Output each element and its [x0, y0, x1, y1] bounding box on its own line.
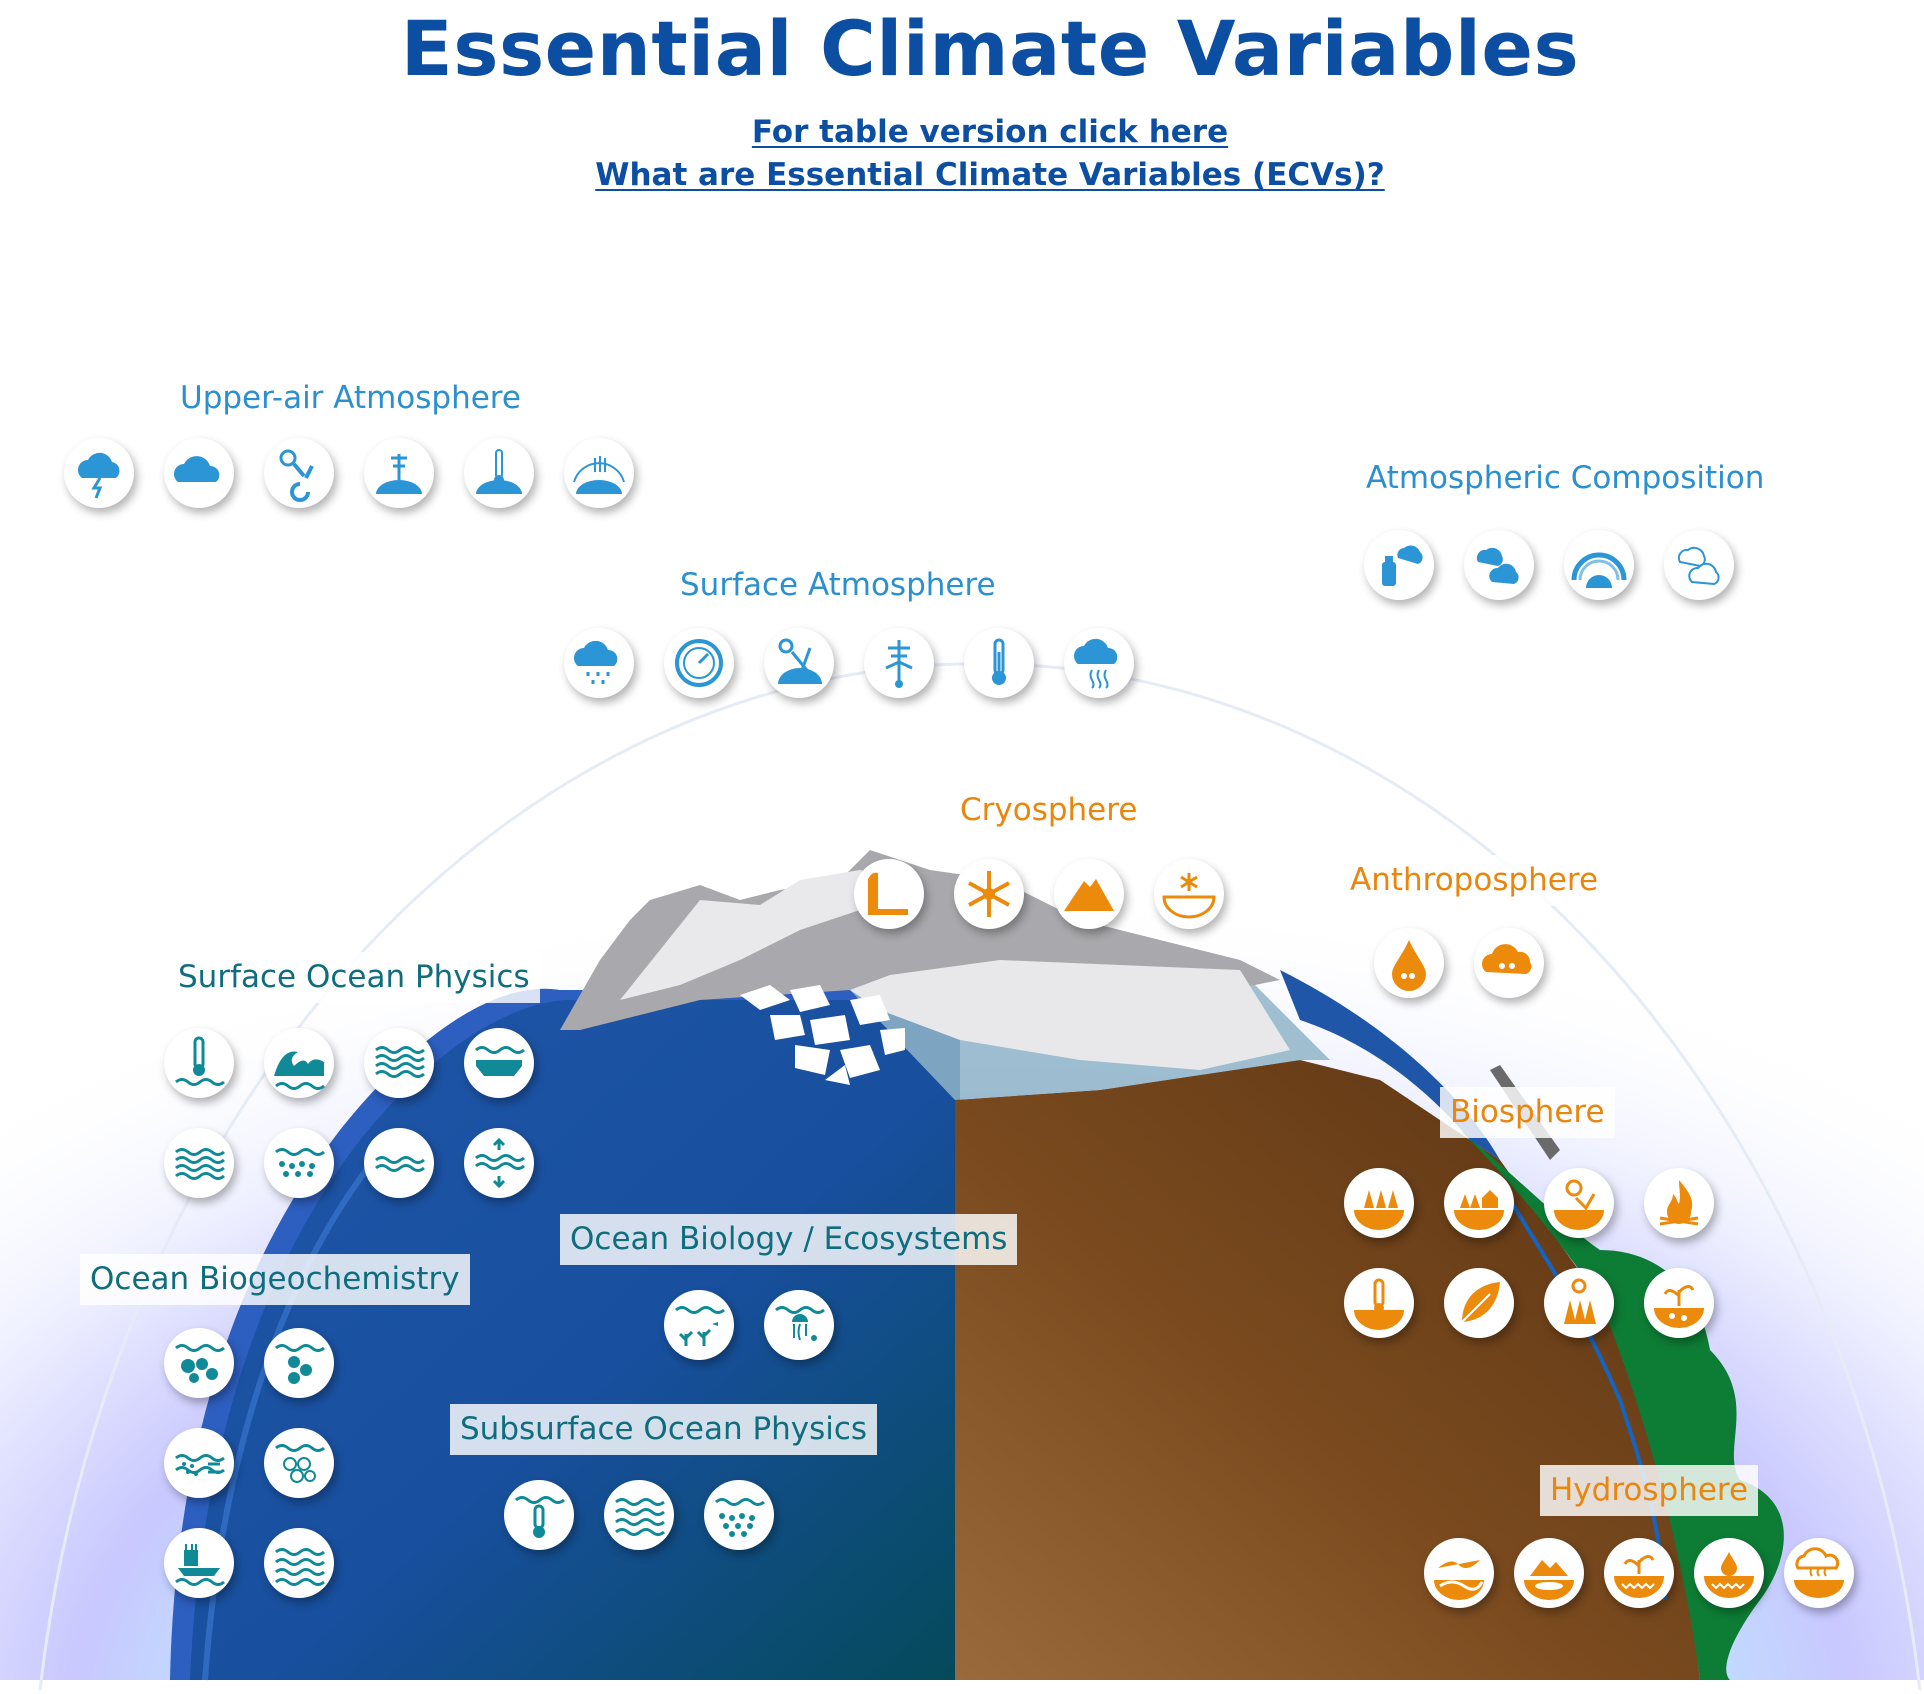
plankton-icon[interactable] [764, 1290, 834, 1360]
category-cryosphere: Cryosphere [950, 785, 1148, 837]
sea-surface-salinity-icon[interactable] [264, 1128, 334, 1198]
category-ocean-biology-ecosystems: Ocean Biology / Ecosystems [560, 1214, 1018, 1266]
leaf-area-index-icon[interactable] [1444, 1268, 1514, 1338]
fapar-icon[interactable] [1544, 1268, 1614, 1338]
oxygen-icon[interactable] [264, 1328, 334, 1398]
ocean-colour-icon[interactable] [264, 1528, 334, 1598]
lakes-icon[interactable] [1514, 1538, 1584, 1608]
heat-flux-icon[interactable] [464, 1128, 534, 1198]
marine-habitat-icon[interactable] [664, 1290, 734, 1360]
category-surface-atmosphere: Surface Atmosphere [680, 567, 996, 603]
snowflake-icon[interactable] [954, 859, 1024, 929]
soil-carbon-icon[interactable] [1644, 1268, 1714, 1338]
evaporation-icon[interactable] [1784, 1538, 1854, 1608]
sea-ice-icon[interactable] [464, 1028, 534, 1098]
category-subsurface-ocean-physics: Subsurface Ocean Physics [450, 1404, 878, 1456]
category-biosphere: Biosphere [1440, 1087, 1615, 1139]
inorganic-carbon-icon[interactable] [164, 1328, 234, 1398]
category-ocean-biogeochemistry: Ocean Biogeochemistry [80, 1254, 470, 1306]
ecv-info-link[interactable]: What are Essential Climate Variables (EC… [0, 157, 1924, 193]
subsurface-currents-icon[interactable] [604, 1480, 674, 1550]
surface-radiation-icon[interactable] [764, 628, 834, 698]
thermometer-icon[interactable] [964, 628, 1034, 698]
table-version-link[interactable]: For table version click here [0, 114, 1924, 150]
above-ground-biomass-icon[interactable] [1344, 1168, 1414, 1238]
category-upper-air-atmosphere: Upper-air Atmosphere [180, 380, 521, 416]
nitrous-oxide-icon[interactable] [264, 1428, 334, 1498]
lightning-cloud-icon[interactable] [64, 438, 134, 508]
upper-temperature-icon[interactable] [464, 438, 534, 508]
aerosol-spray-icon[interactable] [1364, 530, 1434, 600]
nutrients-icon[interactable] [164, 1428, 234, 1498]
surface-stress-icon[interactable] [164, 1128, 234, 1198]
cloud-icon[interactable] [164, 438, 234, 508]
ecv-info-link-text[interactable]: What are Essential Climate Variables (EC… [595, 157, 1385, 193]
soil-moisture-icon[interactable] [1694, 1538, 1764, 1608]
category-surface-ocean-physics: Surface Ocean Physics [168, 952, 540, 1004]
ghg-fluxes-icon[interactable] [1474, 928, 1544, 998]
groundwater-icon[interactable] [1604, 1538, 1674, 1608]
albedo-icon[interactable] [1544, 1168, 1614, 1238]
greenhouse-gas-cloud-icon[interactable] [1464, 530, 1534, 600]
water-vapour-icon[interactable] [1064, 628, 1134, 698]
subsurface-salinity-icon[interactable] [704, 1480, 774, 1550]
land-cover-icon[interactable] [1444, 1168, 1514, 1238]
table-version-link-text[interactable]: For table version click here [751, 114, 1229, 150]
surface-currents-icon[interactable] [364, 1028, 434, 1098]
ice-sheet-icon[interactable] [1054, 859, 1124, 929]
transient-tracers-icon[interactable] [164, 1528, 234, 1598]
earth-radiation-budget-icon[interactable] [564, 438, 634, 508]
category-atmospheric-composition: Atmospheric Composition [1366, 460, 1765, 496]
upper-wind-icon[interactable] [364, 438, 434, 508]
glacier-icon[interactable] [854, 859, 924, 929]
water-use-icon[interactable] [1374, 928, 1444, 998]
wind-vane-icon[interactable] [864, 628, 934, 698]
fire-icon[interactable] [1644, 1168, 1714, 1238]
land-surface-temperature-icon[interactable] [1344, 1268, 1414, 1338]
subsurface-temperature-icon[interactable] [504, 1480, 574, 1550]
river-discharge-icon[interactable] [1424, 1538, 1494, 1608]
category-hydrosphere: Hydrosphere [1540, 1465, 1759, 1517]
page-title: Essential Climate Variables [400, 4, 1580, 93]
pressure-gauge-icon[interactable] [664, 628, 734, 698]
ozone-layer-icon[interactable] [1564, 530, 1634, 600]
sea-state-icon[interactable] [264, 1028, 334, 1098]
precipitation-icon[interactable] [564, 628, 634, 698]
sea-level-icon[interactable] [364, 1128, 434, 1198]
water-vapour-wind-icon[interactable] [264, 438, 334, 508]
category-anthroposphere: Anthroposphere [1340, 855, 1609, 907]
permafrost-icon[interactable] [1154, 859, 1224, 929]
sea-surface-temperature-icon[interactable] [164, 1028, 234, 1098]
precursors-cloud-icon[interactable] [1664, 530, 1734, 600]
